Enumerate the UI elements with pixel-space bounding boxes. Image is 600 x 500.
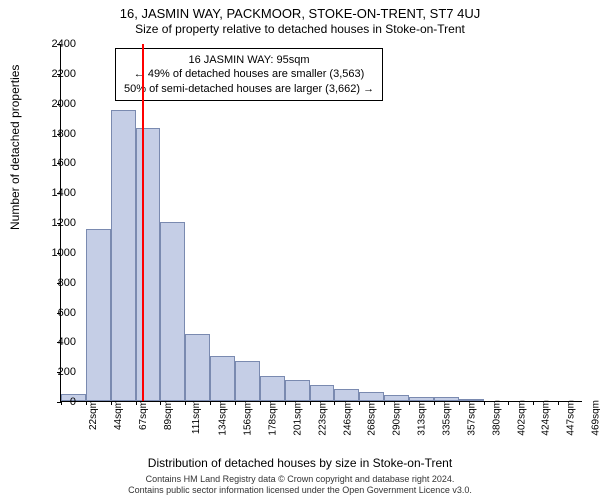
histogram-bar bbox=[185, 334, 210, 401]
x-tick-mark bbox=[409, 401, 410, 405]
x-tick-label: 424sqm bbox=[541, 400, 552, 436]
y-tick-label: 2400 bbox=[44, 38, 76, 50]
histogram-bar bbox=[285, 380, 310, 401]
y-tick-label: 2000 bbox=[44, 98, 76, 110]
histogram-bar bbox=[334, 389, 359, 401]
x-tick-mark bbox=[434, 401, 435, 405]
y-tick-label: 0 bbox=[44, 396, 76, 408]
marker-line bbox=[142, 44, 144, 401]
x-tick-mark bbox=[359, 401, 360, 405]
x-tick-label: 402sqm bbox=[516, 400, 527, 436]
x-tick-mark bbox=[260, 401, 261, 405]
x-tick-label: 447sqm bbox=[566, 400, 577, 436]
chart-container: 16, JASMIN WAY, PACKMOOR, STOKE-ON-TRENT… bbox=[0, 0, 600, 500]
x-tick-label: 156sqm bbox=[243, 400, 254, 436]
x-tick-label: 357sqm bbox=[466, 400, 477, 436]
annotation-box: 16 JASMIN WAY: 95sqm ← 49% of detached h… bbox=[115, 48, 383, 101]
x-tick-label: 89sqm bbox=[163, 400, 174, 430]
histogram-bar bbox=[111, 110, 136, 401]
x-tick-mark bbox=[86, 401, 87, 405]
annotation-line-1: 16 JASMIN WAY: 95sqm bbox=[124, 53, 374, 67]
x-tick-label: 268sqm bbox=[367, 400, 378, 436]
histogram-bar bbox=[384, 395, 409, 401]
histogram-bar bbox=[310, 385, 335, 401]
x-tick-mark bbox=[310, 401, 311, 405]
x-tick-label: 111sqm bbox=[192, 400, 203, 434]
x-tick-mark bbox=[160, 401, 161, 405]
histogram-bar bbox=[210, 356, 235, 401]
histogram-bar bbox=[434, 397, 459, 401]
histogram-bar bbox=[86, 229, 111, 401]
x-tick-mark bbox=[533, 401, 534, 405]
x-tick-label: 313sqm bbox=[417, 400, 428, 436]
y-axis-label: Number of detached properties bbox=[8, 65, 22, 230]
y-tick-label: 800 bbox=[44, 277, 76, 289]
y-tick-label: 1800 bbox=[44, 128, 76, 140]
x-tick-mark bbox=[384, 401, 385, 405]
x-tick-mark bbox=[285, 401, 286, 405]
x-tick-mark bbox=[459, 401, 460, 405]
x-tick-mark bbox=[210, 401, 211, 405]
y-tick-label: 1600 bbox=[44, 157, 76, 169]
x-tick-label: 335sqm bbox=[442, 400, 453, 436]
y-tick-label: 1200 bbox=[44, 217, 76, 229]
x-tick-mark bbox=[558, 401, 559, 405]
y-tick-label: 600 bbox=[44, 307, 76, 319]
chart-title-secondary: Size of property relative to detached ho… bbox=[0, 22, 600, 36]
x-tick-label: 469sqm bbox=[591, 400, 600, 436]
x-tick-label: 380sqm bbox=[491, 400, 502, 436]
y-tick-label: 1000 bbox=[44, 247, 76, 259]
x-tick-mark bbox=[508, 401, 509, 405]
chart-title-primary: 16, JASMIN WAY, PACKMOOR, STOKE-ON-TRENT… bbox=[0, 6, 600, 21]
y-tick-label: 200 bbox=[44, 366, 76, 378]
annotation-line-2: ← 49% of detached houses are smaller (3,… bbox=[124, 67, 374, 81]
histogram-bar bbox=[136, 128, 161, 401]
x-axis-label: Distribution of detached houses by size … bbox=[0, 456, 600, 470]
histogram-bar bbox=[459, 399, 484, 401]
x-tick-label: 22sqm bbox=[88, 400, 99, 430]
x-tick-label: 134sqm bbox=[218, 400, 229, 436]
x-tick-mark bbox=[334, 401, 335, 405]
x-tick-label: 44sqm bbox=[113, 400, 124, 430]
x-tick-mark bbox=[185, 401, 186, 405]
y-tick-label: 400 bbox=[44, 336, 76, 348]
credits-line-1: Contains HM Land Registry data © Crown c… bbox=[0, 474, 600, 485]
x-tick-mark bbox=[484, 401, 485, 405]
y-tick-label: 1400 bbox=[44, 187, 76, 199]
annotation-line-3: 50% of semi-detached houses are larger (… bbox=[124, 82, 374, 96]
x-tick-mark bbox=[111, 401, 112, 405]
histogram-bar bbox=[409, 397, 434, 401]
histogram-bar bbox=[160, 222, 185, 401]
x-tick-label: 246sqm bbox=[342, 400, 353, 436]
histogram-bar bbox=[235, 361, 260, 401]
plot-area: 16 JASMIN WAY: 95sqm ← 49% of detached h… bbox=[60, 44, 582, 402]
x-tick-mark bbox=[136, 401, 137, 405]
x-tick-mark bbox=[235, 401, 236, 405]
x-tick-label: 178sqm bbox=[268, 400, 279, 436]
x-tick-label: 290sqm bbox=[392, 400, 403, 436]
histogram-bar bbox=[359, 392, 384, 401]
histogram-bar bbox=[260, 376, 285, 401]
x-tick-label: 223sqm bbox=[317, 400, 328, 436]
x-tick-label: 67sqm bbox=[138, 400, 149, 430]
credits-line-2: Contains public sector information licen… bbox=[0, 485, 600, 496]
credits: Contains HM Land Registry data © Crown c… bbox=[0, 474, 600, 496]
x-tick-label: 201sqm bbox=[292, 400, 303, 436]
y-tick-label: 2200 bbox=[44, 68, 76, 80]
